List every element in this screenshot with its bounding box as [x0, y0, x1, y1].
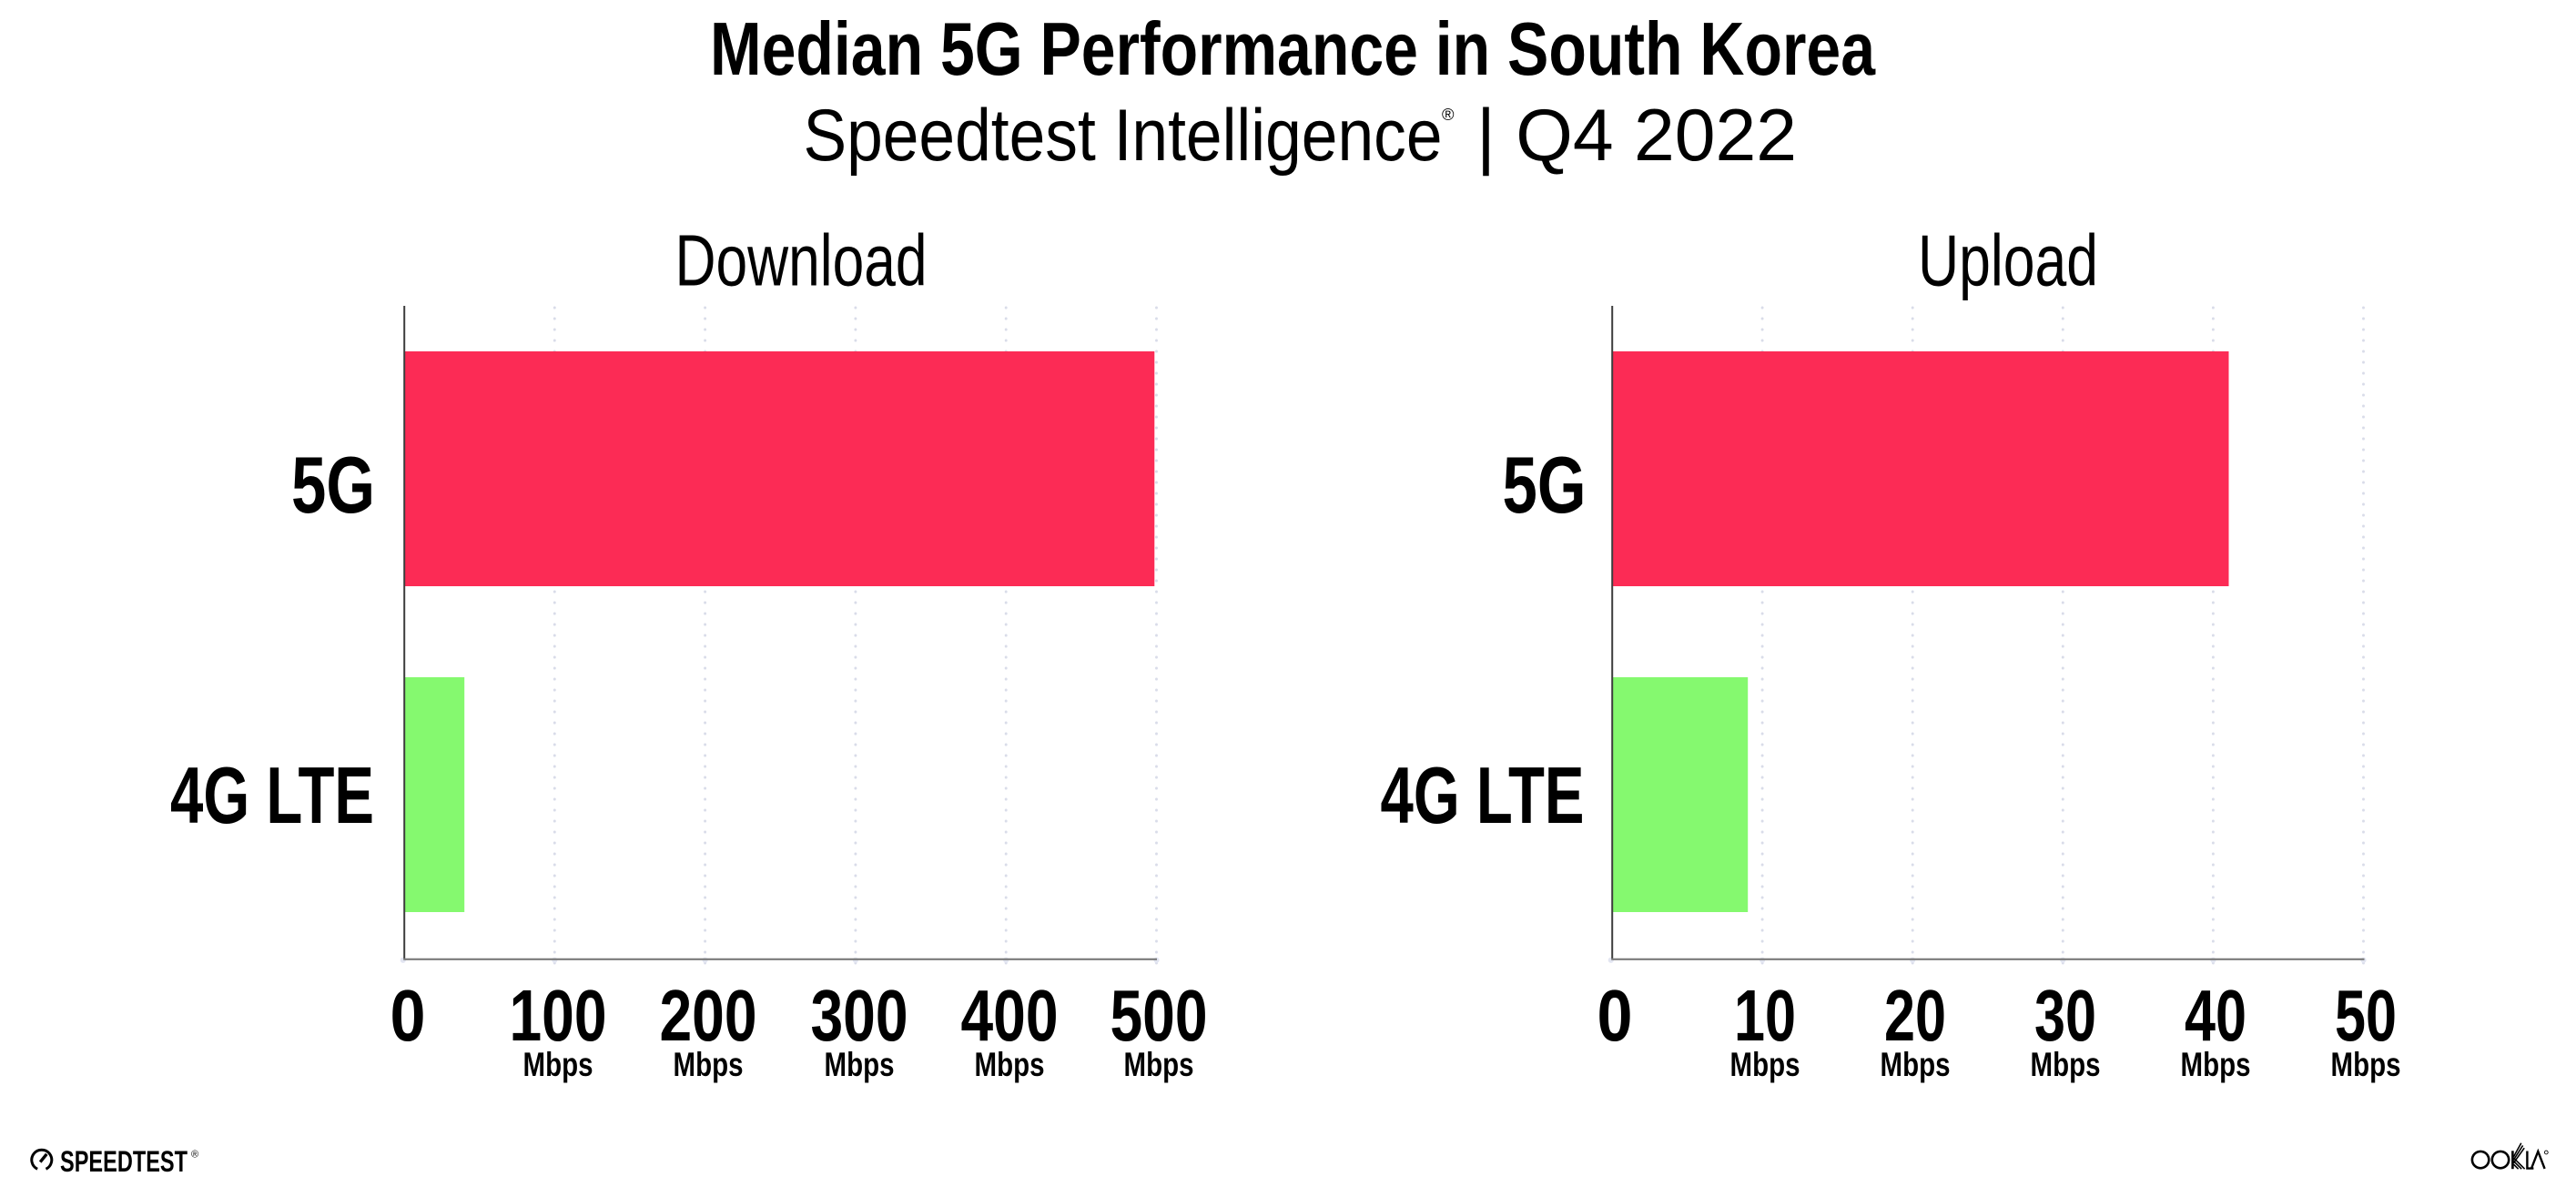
- svg-text:5G: 5G: [1503, 440, 1587, 530]
- svg-text:Mbps: Mbps: [1730, 1046, 1800, 1083]
- svg-text:Mbps: Mbps: [975, 1046, 1045, 1083]
- svg-text:Upload: Upload: [1918, 220, 2098, 301]
- svg-text:500: 500: [1111, 975, 1208, 1056]
- svg-text:Mbps: Mbps: [674, 1046, 744, 1083]
- svg-text:5G: 5G: [291, 440, 375, 530]
- svg-text:400: 400: [961, 975, 1059, 1056]
- svg-text:10: 10: [1734, 975, 1796, 1056]
- svg-text:300: 300: [811, 975, 908, 1056]
- svg-text:100: 100: [510, 975, 607, 1056]
- svg-text:Mbps: Mbps: [2331, 1046, 2401, 1083]
- svg-text:Median 5G Performance in South: Median 5G Performance in South Korea: [710, 6, 1876, 91]
- svg-text:®: ®: [191, 1150, 198, 1161]
- svg-text:Speedtest Intelligence: Speedtest Intelligence: [804, 95, 1443, 177]
- svg-text:4G LTE: 4G LTE: [170, 750, 374, 840]
- svg-text:Mbps: Mbps: [825, 1046, 895, 1083]
- svg-text:200: 200: [660, 975, 757, 1056]
- svg-text:50: 50: [2335, 975, 2397, 1056]
- svg-text:Mbps: Mbps: [1881, 1046, 1951, 1083]
- svg-text:0: 0: [390, 975, 426, 1056]
- svg-text:SPEEDTEST: SPEEDTEST: [60, 1145, 188, 1178]
- svg-text:20: 20: [1884, 975, 1946, 1056]
- svg-text:30: 30: [2034, 975, 2096, 1056]
- svg-text:®: ®: [1442, 106, 1455, 124]
- svg-text:Mbps: Mbps: [2181, 1046, 2251, 1083]
- svg-text:| Q4 2022: | Q4 2022: [1476, 95, 1797, 177]
- svg-text:0: 0: [1597, 975, 1633, 1056]
- svg-text:4G LTE: 4G LTE: [1381, 750, 1585, 840]
- svg-text:Mbps: Mbps: [2031, 1046, 2101, 1083]
- svg-text:Mbps: Mbps: [523, 1046, 593, 1083]
- svg-text:40: 40: [2185, 975, 2246, 1056]
- svg-text:Download: Download: [675, 220, 928, 301]
- svg-text:Mbps: Mbps: [1124, 1046, 1194, 1083]
